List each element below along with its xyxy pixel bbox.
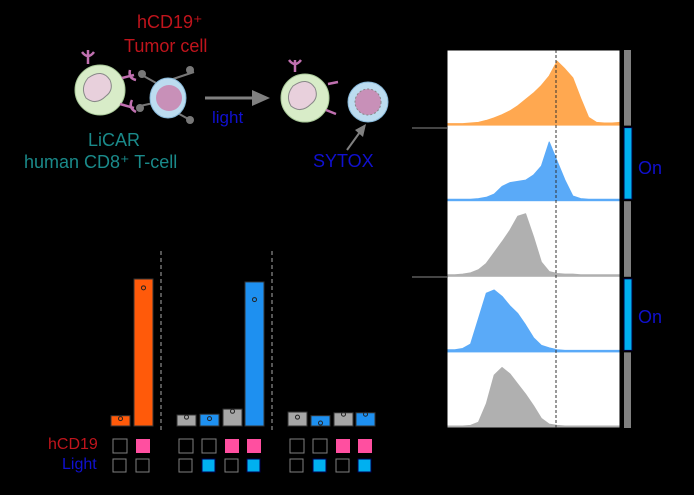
light-off-bar [624, 50, 631, 126]
tcell-label-line1: LiCAR [88, 130, 141, 150]
histogram-curve [446, 141, 621, 202]
histogram-curve [446, 366, 621, 429]
light-on-label-1: On [638, 158, 663, 178]
replicate-dot [141, 285, 146, 291]
row-label-light: Light [62, 456, 97, 473]
replicate-dot [230, 408, 235, 414]
light-on-bar [623, 127, 633, 200]
replicate-dot [363, 411, 368, 417]
bar [199, 413, 220, 427]
bar [333, 412, 354, 427]
hcd19-off-indicator [201, 438, 217, 454]
tumor-label-line1: hCD19⁺ [137, 12, 203, 32]
hcd19-off-indicator [178, 438, 194, 454]
tcell-label-line2: human CD8⁺ T-cell [24, 152, 178, 172]
tumor-cell-left [136, 66, 195, 124]
hcd19-on-indicator [247, 439, 261, 453]
replicate-dot [318, 420, 323, 426]
hcd19-on-indicator [225, 439, 239, 453]
bar [133, 278, 154, 427]
light-off-indicator [224, 458, 239, 473]
hcd19-off-indicator [312, 438, 328, 454]
replicate-dot [252, 297, 257, 303]
replicate-dot [341, 411, 346, 417]
bar [244, 281, 265, 427]
car-t-cell-right [280, 59, 339, 123]
bar [355, 412, 376, 427]
sytox-label: SYTOX [313, 151, 374, 171]
light-label: light [212, 108, 244, 127]
dead-tumor-cell [346, 81, 389, 151]
light-on-indicator [201, 458, 216, 473]
hcd19-on-indicator [136, 439, 150, 453]
hcd19-off-indicator [289, 438, 305, 454]
light-off-bar [624, 201, 631, 277]
histogram-curve [446, 60, 621, 127]
light-off-indicator [335, 458, 350, 473]
light-off-indicator [178, 458, 193, 473]
car-t-cell-left [74, 50, 137, 116]
tumor-label-line2: Tumor cell [124, 36, 208, 56]
light-off-indicator [135, 458, 150, 473]
light-on-indicator [357, 458, 372, 473]
replicate-dot [295, 414, 300, 420]
histogram-frame [446, 49, 621, 429]
light-off-bar [624, 352, 631, 428]
light-on-bar [623, 278, 633, 351]
light-on-indicator [246, 458, 261, 473]
histogram-curve [446, 289, 621, 353]
hcd19-on-indicator [358, 439, 372, 453]
light-off-indicator [289, 458, 304, 473]
light-arrow [205, 90, 270, 106]
light-on-label-2: On [638, 307, 663, 327]
hcd19-on-indicator [336, 439, 350, 453]
light-on-indicator [312, 458, 327, 473]
row-label-hcd19: hCD19 [48, 436, 98, 453]
hcd19-off-indicator [112, 438, 128, 454]
light-off-indicator [112, 458, 127, 473]
replicate-dot [118, 416, 123, 422]
replicate-dot [207, 416, 212, 422]
histogram-curve [446, 213, 621, 278]
replicate-dot [184, 414, 189, 420]
